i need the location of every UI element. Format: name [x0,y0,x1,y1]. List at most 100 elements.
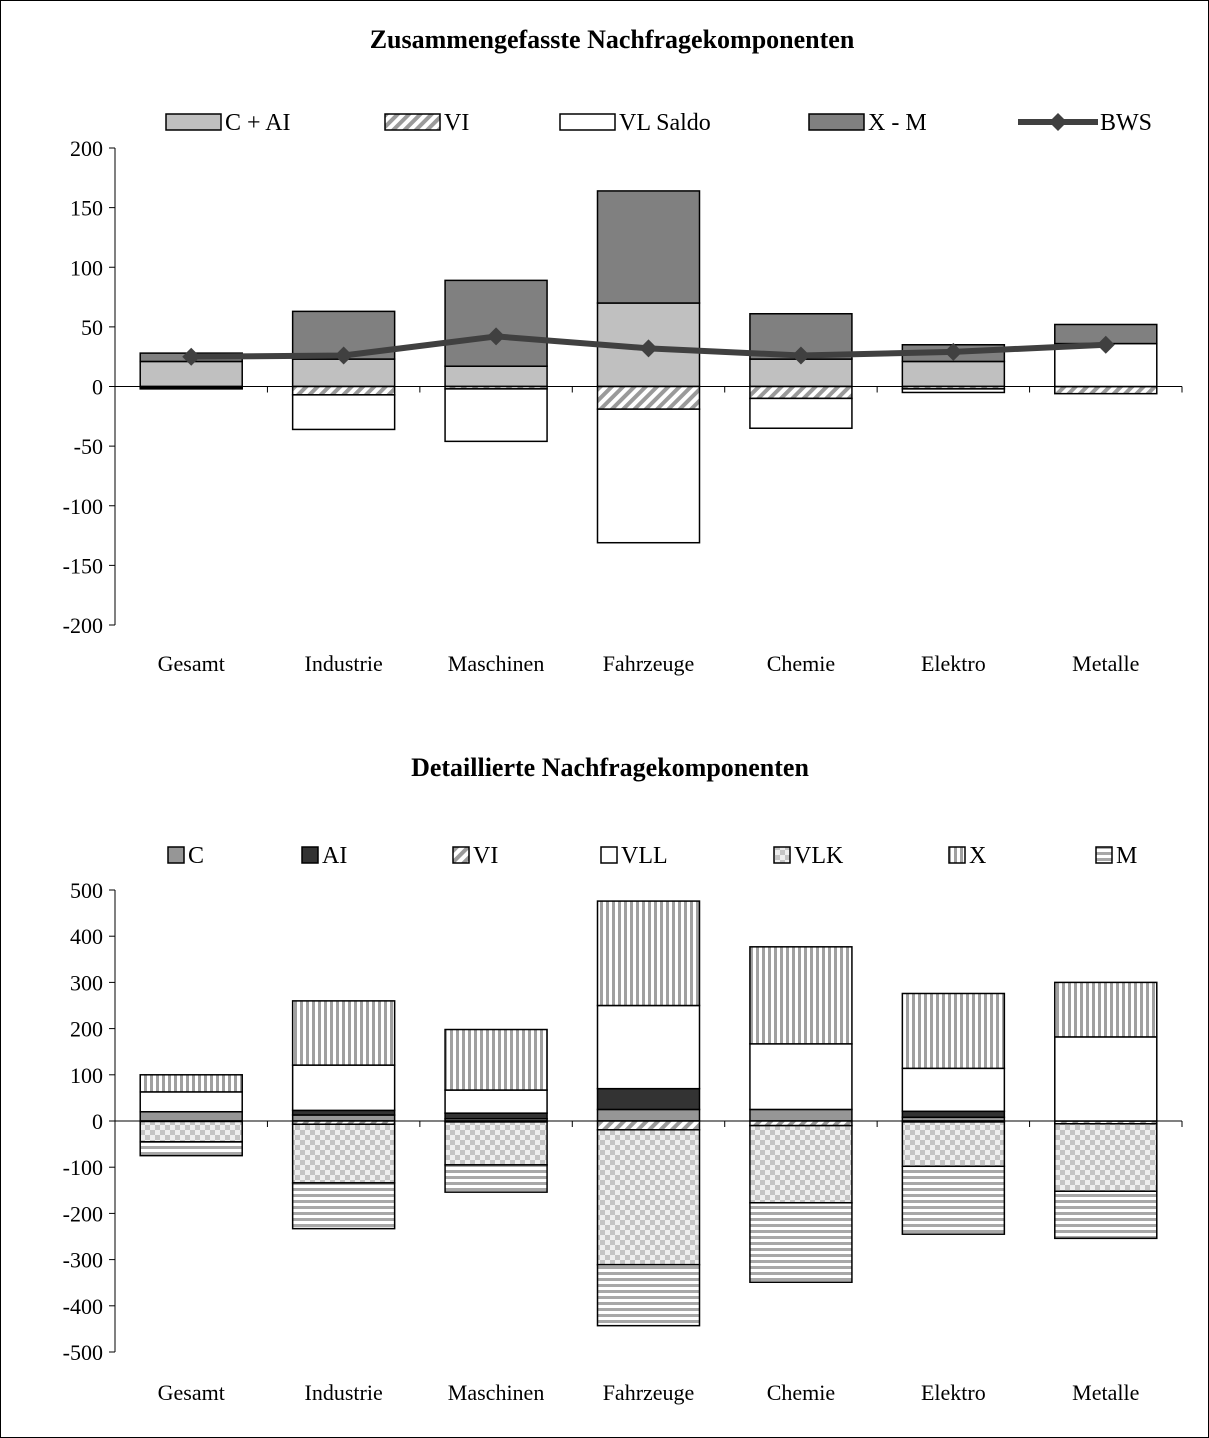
chart-title: Detaillierte Nachfragekomponenten [411,753,809,782]
bar-m-industrie [291,1182,396,1230]
bar-vll-fahrzeuge [596,1004,701,1090]
bar-vll-maschinen [444,1089,548,1114]
y-tick-label: -50 [74,434,103,459]
x-tick-label: Metalle [1072,651,1139,676]
legend-swatch-vi [384,113,441,131]
chart-bars [139,190,1158,544]
bar-vl-saldo-elektro [901,388,1006,394]
legend-swatch-vl-saldo [559,113,616,131]
bar-vlk-industrie [291,1123,396,1184]
y-tick-label: -500 [63,1340,103,1365]
bar-vl-saldo-industrie [291,394,396,431]
bar-m-metalle [1054,1190,1158,1240]
bar-vll-gesamt [139,1091,243,1113]
legend-label-vi: VI [473,843,498,869]
bar-c-ai-maschinen [444,365,548,388]
y-tick-label: 500 [70,878,103,903]
x-tick-label: Gesamt [158,651,225,676]
legend-label-m: M [1116,843,1137,869]
bar-vll-chemie [749,1043,853,1111]
bar-vlk-maschinen [444,1121,548,1166]
bar-vi-chemie [749,385,853,400]
bar-vl-saldo-maschinen [444,388,548,443]
bar-c-ai-elektro [901,360,1006,388]
chart-combined-components: Zusammengefasste Nachfragekomponenten C … [63,25,1183,676]
y-tick-label: 200 [70,1017,103,1042]
y-tick-label: 150 [70,196,103,221]
bar-m-elektro [901,1165,1006,1235]
legend-label-vlk: VLK [794,843,844,869]
bar-m-gesamt [139,1141,243,1157]
y-tick-label: 0 [92,375,103,400]
legend-swatch-ai [301,846,319,864]
y-tick-label: -400 [63,1294,103,1319]
bar-vl-saldo-gesamt [139,386,243,390]
bar-x-m-fahrzeuge [596,190,701,304]
chart-detailed-components: Detaillierte Nachfragekomponenten C AI VI V… [63,753,1183,1405]
chart-title: Zusammengefasste Nachfragekomponenten [370,25,855,54]
marker-bws-industrie [334,346,353,365]
bar-vlk-metalle [1054,1123,1158,1192]
x-tick-label: Gesamt [158,1380,225,1405]
bar-vlk-gesamt [139,1120,243,1143]
bar-x-industrie [291,1000,396,1066]
bar-vll-industrie [291,1064,396,1112]
y-tick-label: 50 [81,315,103,340]
chart-bars [139,900,1158,1327]
y-tick-label: -100 [63,1155,103,1180]
legend-label-vi: VI [444,110,469,136]
marker-bws-metalle [1096,335,1115,354]
bar-m-fahrzeuge [596,1263,701,1327]
bar-c-gesamt [139,1111,243,1122]
bar-m-maschinen [444,1164,548,1193]
bar-x-metalle [1054,981,1158,1038]
bar-vl-saldo-chemie [749,397,853,429]
y-tick-label: 0 [92,1109,103,1134]
bar-vi-metalle [1054,385,1158,395]
bar-vll-metalle [1054,1036,1158,1122]
legend-swatch-vlk [773,846,791,864]
x-tick-label: Industrie [305,651,383,676]
marker-bws-fahrzeuge [639,339,658,358]
chart-legend: C AI VI VLL VLK X M [167,843,1137,869]
bar-c-chemie [749,1108,853,1122]
y-tick-label: -100 [63,494,103,519]
bar-x-chemie [749,946,853,1045]
bar-vll-elektro [901,1067,1006,1113]
bar-vi-fahrzeuge [596,1120,701,1131]
legend-marker-bws [1049,113,1067,131]
x-tick-label: Elektro [921,1380,986,1405]
legend-label-vl-saldo: VL Saldo [619,110,711,136]
legend-swatch-vi [452,846,470,864]
legend-label-c-ai: C + AI [225,110,291,136]
y-tick-label: 300 [70,970,103,995]
marker-bws-maschinen [487,327,506,346]
y-tick-label: -300 [63,1248,103,1273]
legend-swatch-c [167,846,185,864]
x-tick-label: Industrie [305,1380,383,1405]
bar-x-fahrzeuge [596,900,701,1007]
chart-legend: C + AI VI VL Saldo X - M BWS [165,110,1152,136]
bar-x-elektro [901,992,1006,1070]
chart-axes: 200 150 100 50 0 -50 -100 -150 -200 Gesamt Industr… [63,136,1183,676]
bar-x-m-maschinen [444,279,548,367]
bar-c-fahrzeuge [596,1108,701,1122]
legend-swatch-vll [600,846,618,864]
bar-ai-maschinen [444,1112,548,1120]
legend-label-ai: AI [322,843,347,869]
x-tick-label: Fahrzeuge [603,651,695,676]
x-tick-label: Maschinen [448,651,545,676]
marker-bws-elektro [944,342,963,361]
bar-vlk-chemie [749,1124,853,1204]
legend-label-c: C [188,843,204,869]
marker-bws-chemie [791,346,810,365]
x-tick-label: Maschinen [448,1380,545,1405]
y-tick-label: 400 [70,924,103,949]
bar-ai-fahrzeuge [596,1087,701,1111]
legend-swatch-x [948,846,966,864]
y-tick-label: 100 [70,1063,103,1088]
x-tick-label: Chemie [767,651,835,676]
x-tick-label: Elektro [921,651,986,676]
legend-swatch-c-ai [165,113,222,131]
bar-c-industrie [291,1114,396,1122]
